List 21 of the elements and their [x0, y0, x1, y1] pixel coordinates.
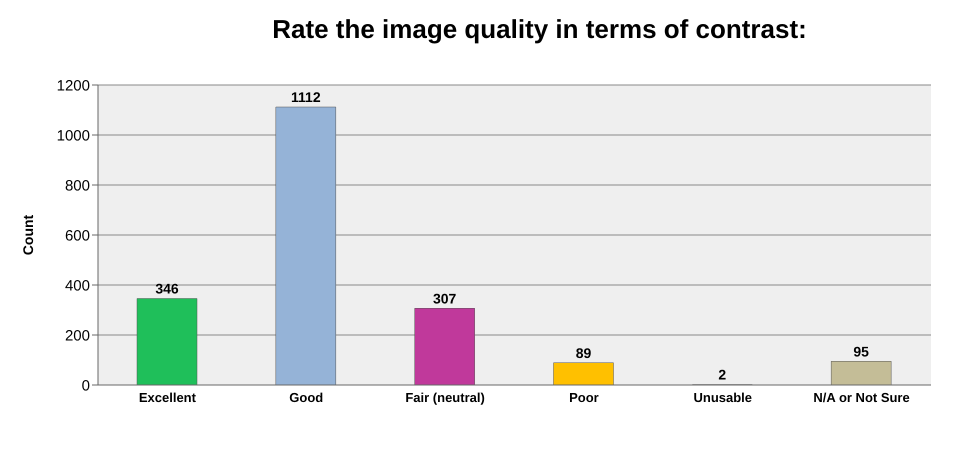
x-tick-label: Unusable: [693, 390, 752, 406]
data-label: 95: [853, 343, 870, 360]
y-tick-label: 1200: [56, 77, 90, 94]
y-axis-title: Count: [20, 214, 36, 256]
x-tick-label: N/A or Not Sure: [813, 390, 910, 406]
chart-title: Rate the image quality in terms of contrast:: [271, 14, 808, 45]
y-tick-label: 400: [64, 277, 90, 294]
x-tick-label: Good: [289, 390, 324, 406]
y-tick-label: 0: [82, 377, 90, 394]
data-label: 1112: [291, 89, 321, 105]
x-tick-label: Poor: [569, 390, 599, 406]
y-tick-label: 600: [64, 227, 90, 244]
data-label: 307: [432, 290, 457, 306]
data-label: 2: [718, 366, 726, 382]
y-tick-label: 1000: [56, 127, 90, 144]
y-tick-label: 200: [64, 327, 90, 344]
data-label: 89: [576, 344, 592, 361]
y-tick-label: 800: [64, 177, 90, 194]
x-tick-label: Fair (neutral): [405, 390, 485, 406]
data-label: 346: [155, 280, 179, 296]
x-tick-label: Excellent: [138, 390, 197, 406]
